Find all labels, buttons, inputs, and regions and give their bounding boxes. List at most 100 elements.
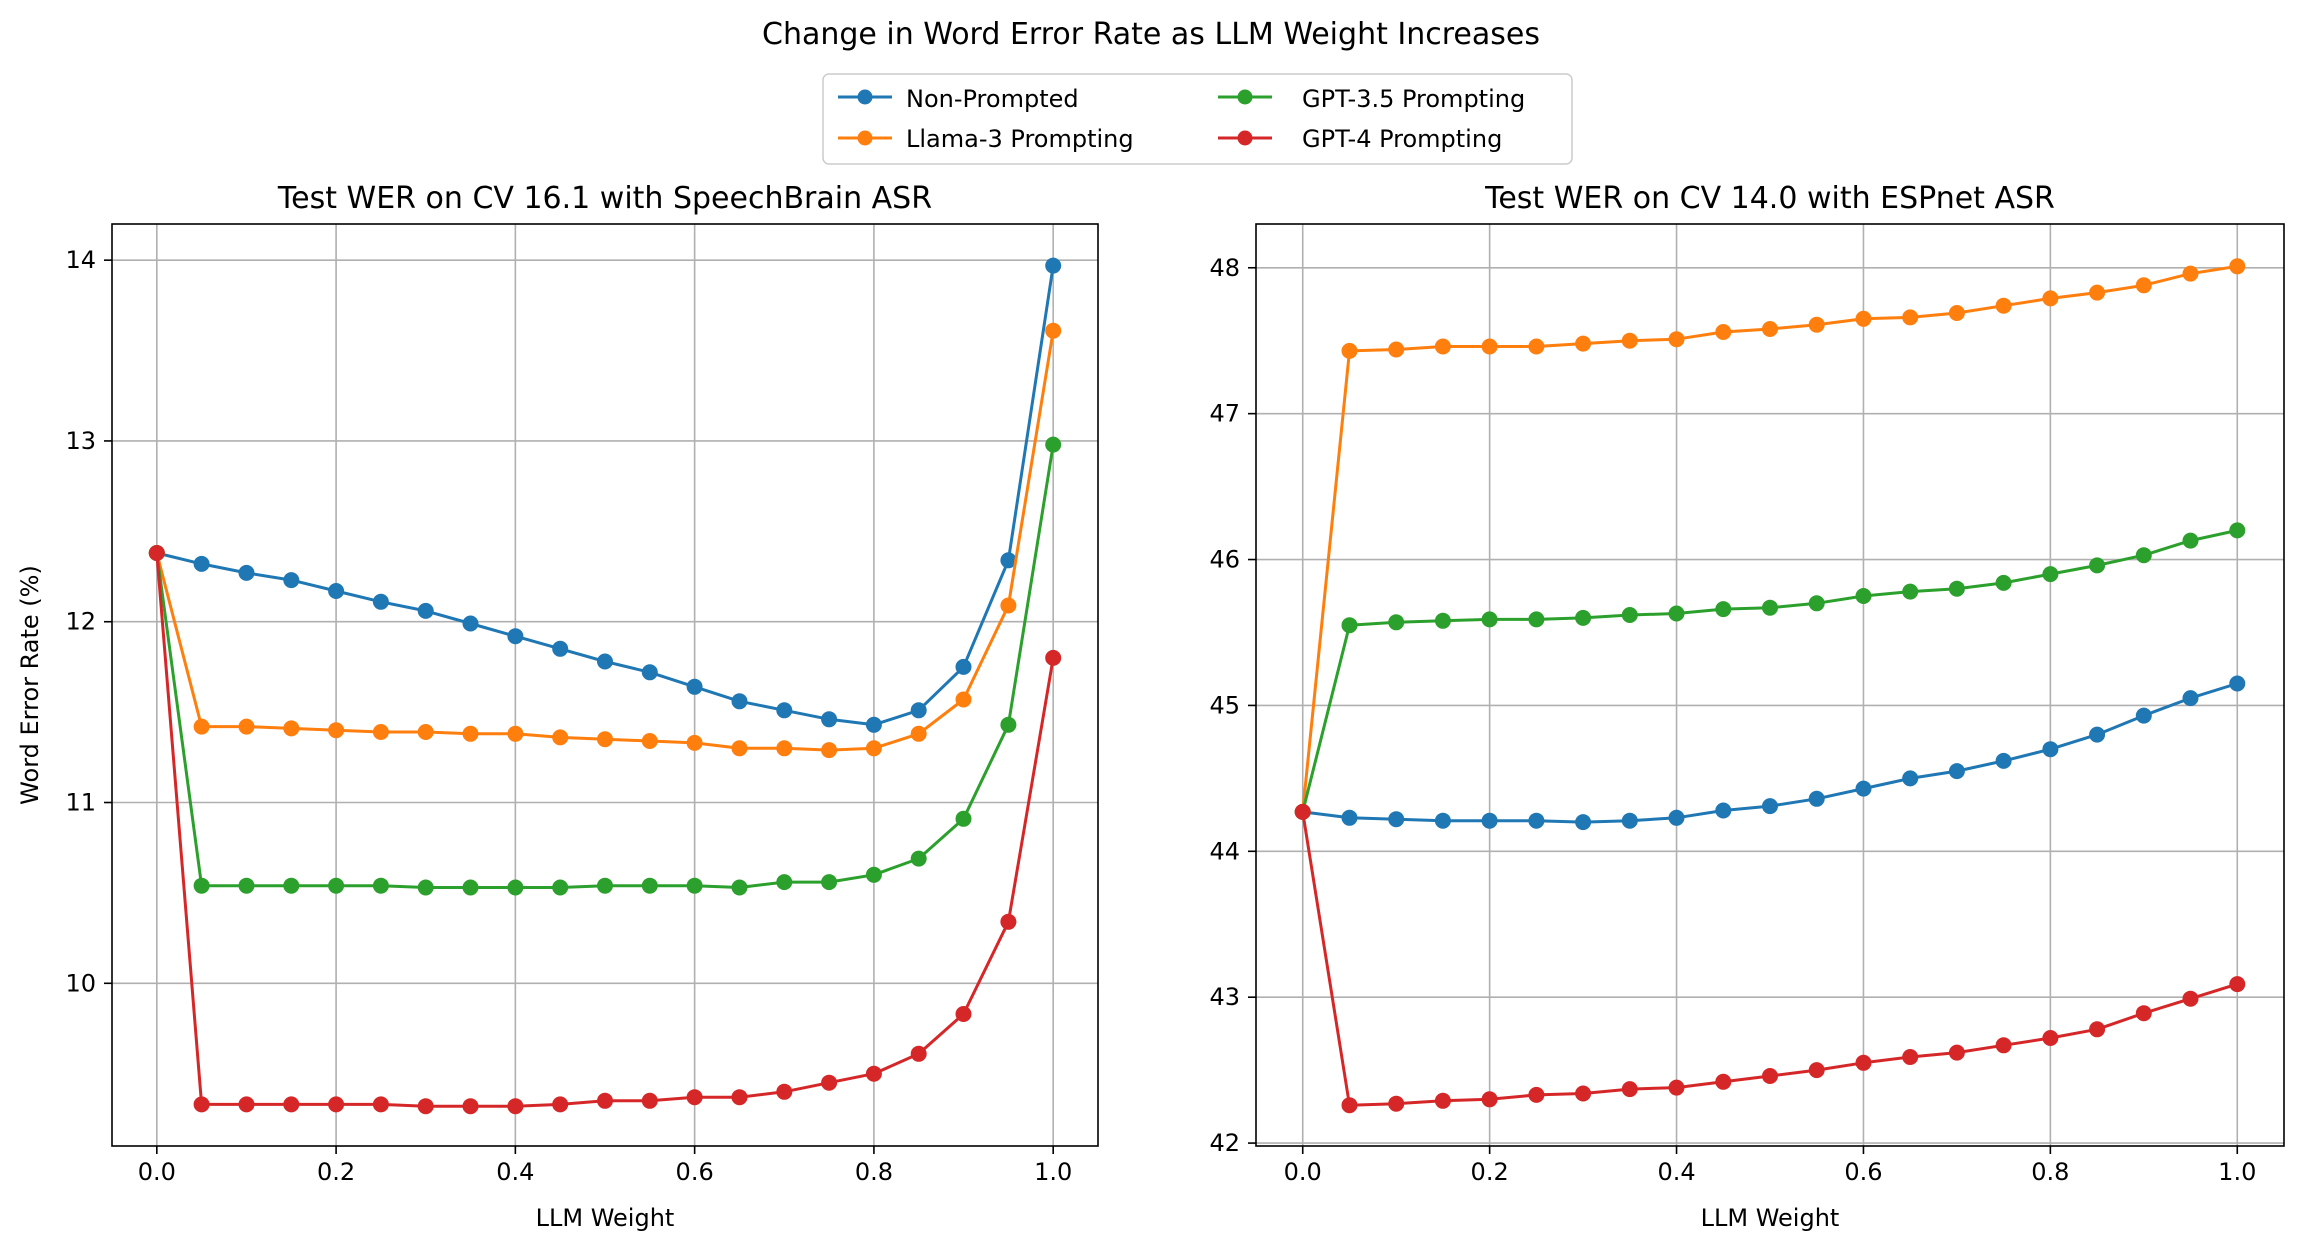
grid-speechbrain bbox=[112, 224, 1098, 1146]
data-point-llama-3-prompting-espnet bbox=[1902, 309, 1919, 326]
data-point-non-prompted-speechbrain bbox=[865, 716, 882, 733]
data-point-llama-3-prompting-speechbrain bbox=[776, 740, 793, 757]
data-point-gpt-3-5-prompting-espnet bbox=[1995, 574, 2012, 591]
data-point-gpt-3-5-prompting-espnet bbox=[1388, 614, 1405, 631]
x-tick-label-espnet: 0.8 bbox=[2031, 1158, 2069, 1186]
data-point-gpt-3-5-prompting-espnet bbox=[2182, 532, 2199, 549]
legend-entry-gpt-3-5-prompting: GPT-3.5 Prompting bbox=[1218, 85, 1525, 113]
data-point-llama-3-prompting-speechbrain bbox=[238, 718, 255, 735]
data-point-gpt-3-5-prompting-speechbrain bbox=[462, 879, 479, 896]
data-point-gpt-3-5-prompting-espnet bbox=[1481, 611, 1498, 628]
data-point-llama-3-prompting-speechbrain bbox=[1045, 322, 1062, 339]
data-point-gpt-3-5-prompting-espnet bbox=[1715, 601, 1732, 618]
data-point-gpt-3-5-prompting-espnet bbox=[2089, 557, 2106, 574]
data-point-gpt-3-5-prompting-speechbrain bbox=[955, 810, 972, 827]
x-tick-label-speechbrain: 0.8 bbox=[855, 1158, 893, 1186]
data-point-gpt-3-5-prompting-speechbrain bbox=[328, 877, 345, 894]
chart-title-speechbrain: Test WER on CV 16.1 with SpeechBrain ASR bbox=[277, 181, 932, 216]
data-point-gpt-4-prompting-speechbrain bbox=[910, 1045, 927, 1062]
ticks-speechbrain: 0.0 0.2 0.4 0.6 0.8 1.0 10 11 12 13 14 bbox=[65, 246, 1072, 1186]
y-tick-label-espnet: 42 bbox=[1209, 1129, 1240, 1157]
data-point-gpt-3-5-prompting-speechbrain bbox=[910, 850, 927, 867]
data-point-llama-3-prompting-espnet bbox=[1621, 332, 1638, 349]
data-point-llama-3-prompting-speechbrain bbox=[641, 733, 658, 749]
data-point-non-prompted-espnet bbox=[1528, 812, 1545, 829]
data-point-llama-3-prompting-espnet bbox=[1762, 321, 1778, 337]
data-point-gpt-4-prompting-espnet bbox=[1575, 1085, 1592, 1102]
axes-frame-espnet bbox=[1255, 223, 2285, 1147]
data-point-gpt-4-prompting-speechbrain bbox=[193, 1096, 210, 1113]
data-point-gpt-3-5-prompting-espnet bbox=[1948, 580, 1965, 597]
data-point-llama-3-prompting-espnet bbox=[1481, 338, 1498, 355]
data-point-gpt-4-prompting-espnet bbox=[2089, 1021, 2106, 1038]
data-point-gpt-3-5-prompting-speechbrain bbox=[686, 877, 703, 894]
chart-espnet: 0.0 0.2 0.4 0.6 0.8 1.0 42 43 44 45 46 47 48 Test WE… bbox=[1209, 181, 2285, 1232]
data-point-gpt-3-5-prompting-espnet bbox=[1668, 605, 1685, 622]
y-tick-label-speechbrain: 12 bbox=[65, 608, 96, 636]
data-point-non-prompted-speechbrain bbox=[507, 628, 524, 645]
chart-title-espnet: Test WER on CV 14.0 with ESPnet ASR bbox=[1484, 181, 2055, 216]
data-point-gpt-4-prompting-speechbrain bbox=[238, 1096, 255, 1113]
y-tick-label-espnet: 45 bbox=[1209, 691, 1240, 719]
data-point-non-prompted-espnet bbox=[1902, 770, 1919, 787]
data-point-gpt-3-5-prompting-speechbrain bbox=[1000, 716, 1017, 733]
data-point-gpt-3-5-prompting-speechbrain bbox=[1045, 436, 1062, 453]
axes-frame-speechbrain bbox=[111, 223, 1099, 1147]
data-point-non-prompted-espnet bbox=[2182, 690, 2199, 707]
data-point-gpt-3-5-prompting-speechbrain bbox=[865, 866, 882, 883]
data-point-gpt-4-prompting-speechbrain bbox=[372, 1096, 389, 1113]
data-point-gpt-4-prompting-espnet bbox=[1762, 1068, 1778, 1084]
legend-marker-gpt-3-5-prompting bbox=[1237, 89, 1253, 105]
data-point-llama-3-prompting-espnet bbox=[2229, 258, 2246, 275]
data-point-non-prompted-speechbrain bbox=[552, 640, 569, 657]
series-group-espnet bbox=[1294, 258, 2246, 1114]
x-tick-label-speechbrain: 1.0 bbox=[1034, 1158, 1072, 1186]
data-point-llama-3-prompting-speechbrain bbox=[955, 691, 972, 708]
data-point-gpt-3-5-prompting-espnet bbox=[1762, 599, 1778, 616]
data-point-non-prompted-espnet bbox=[1762, 798, 1778, 815]
data-point-gpt-3-5-prompting-speechbrain bbox=[641, 877, 658, 894]
data-point-gpt-4-prompting-speechbrain bbox=[417, 1098, 434, 1115]
data-point-llama-3-prompting-espnet bbox=[2135, 277, 2152, 294]
data-point-gpt-4-prompting-speechbrain bbox=[1000, 913, 1017, 930]
data-point-gpt-4-prompting-speechbrain bbox=[283, 1096, 300, 1113]
ticks-espnet: 0.0 0.2 0.4 0.6 0.8 1.0 42 43 44 45 46 47 48 bbox=[1209, 254, 2256, 1186]
data-point-non-prompted-espnet bbox=[2229, 675, 2246, 692]
data-point-non-prompted-espnet bbox=[2135, 707, 2152, 724]
data-point-llama-3-prompting-espnet bbox=[1528, 338, 1545, 355]
data-point-gpt-4-prompting-espnet bbox=[2229, 976, 2246, 993]
data-point-llama-3-prompting-espnet bbox=[1575, 335, 1592, 352]
data-point-gpt-4-prompting-speechbrain bbox=[148, 545, 165, 561]
x-tick-label-espnet: 0.4 bbox=[1657, 1158, 1695, 1186]
data-point-llama-3-prompting-speechbrain bbox=[731, 740, 748, 757]
data-point-gpt-3-5-prompting-espnet bbox=[1341, 617, 1358, 634]
data-point-llama-3-prompting-speechbrain bbox=[865, 740, 882, 757]
legend-marker-non-prompted bbox=[857, 89, 873, 105]
series-group-speechbrain bbox=[148, 257, 1062, 1115]
data-point-gpt-4-prompting-speechbrain bbox=[597, 1092, 613, 1109]
data-point-llama-3-prompting-espnet bbox=[1995, 297, 2012, 314]
data-point-gpt-3-5-prompting-speechbrain bbox=[597, 877, 613, 894]
data-point-gpt-4-prompting-espnet bbox=[1855, 1054, 1872, 1071]
data-point-llama-3-prompting-speechbrain bbox=[328, 722, 345, 739]
data-point-non-prompted-speechbrain bbox=[776, 702, 793, 719]
data-point-gpt-4-prompting-espnet bbox=[1948, 1044, 1965, 1061]
x-axis-label-espnet: LLM Weight bbox=[1701, 1204, 1840, 1232]
data-point-llama-3-prompting-espnet bbox=[1808, 316, 1825, 333]
x-tick-label-espnet: 0.6 bbox=[1844, 1158, 1882, 1186]
data-point-non-prompted-espnet bbox=[1341, 809, 1358, 826]
data-point-gpt-4-prompting-speechbrain bbox=[507, 1098, 524, 1115]
legend-label-gpt-4-prompting: GPT-4 Prompting bbox=[1302, 125, 1502, 153]
data-point-llama-3-prompting-speechbrain bbox=[552, 729, 569, 746]
x-tick-label-speechbrain: 0.4 bbox=[496, 1158, 534, 1186]
data-point-non-prompted-speechbrain bbox=[417, 602, 434, 619]
data-point-gpt-4-prompting-espnet bbox=[2042, 1030, 2059, 1046]
data-point-gpt-4-prompting-espnet bbox=[1995, 1037, 2012, 1054]
data-point-gpt-4-prompting-espnet bbox=[1668, 1079, 1685, 1096]
x-tick-label-speechbrain: 0.6 bbox=[676, 1158, 714, 1186]
data-point-non-prompted-espnet bbox=[1855, 780, 1872, 797]
x-tick-label-espnet: 0.0 bbox=[1284, 1158, 1322, 1186]
data-point-llama-3-prompting-espnet bbox=[2089, 284, 2106, 301]
data-point-gpt-3-5-prompting-espnet bbox=[1902, 583, 1919, 600]
data-point-gpt-3-5-prompting-speechbrain bbox=[417, 879, 434, 896]
